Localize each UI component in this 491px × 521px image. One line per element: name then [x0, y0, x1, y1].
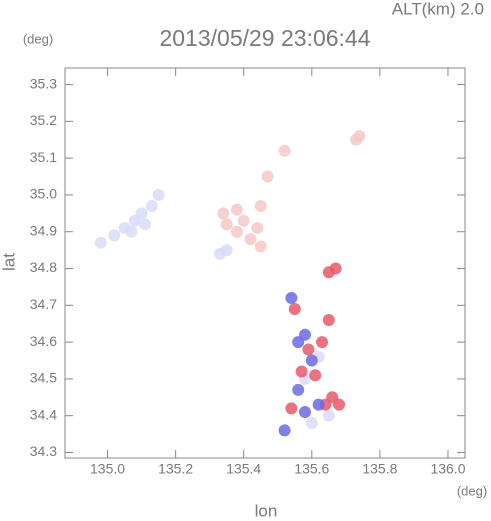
x-tick-label: 135.8: [362, 461, 397, 477]
radar-echo: [217, 207, 230, 220]
radar-echo: [278, 144, 291, 157]
radar-echo: [213, 247, 226, 260]
radar-echo: [237, 214, 250, 227]
radar-echo: [230, 225, 243, 238]
y-tick-label: 34.9: [30, 222, 57, 238]
radar-echo: [125, 225, 138, 238]
radar-echo: [244, 233, 257, 246]
radar-echo: [285, 402, 298, 415]
radar-echo: [305, 354, 318, 367]
altitude-label: ALT(km) 2.0: [392, 0, 484, 18]
y-tick-label: 35.0: [30, 186, 57, 202]
radar-echo: [135, 207, 148, 220]
x-unit: (deg): [457, 483, 487, 498]
radar-echo: [285, 291, 298, 304]
y-tick-label: 34.7: [30, 296, 57, 312]
radar-echo: [108, 229, 121, 242]
chart-title: 2013/05/29 23:06:44: [159, 25, 370, 51]
y-tick-label: 34.8: [30, 259, 57, 275]
radar-echo: [309, 369, 322, 382]
radar-echo: [329, 262, 342, 275]
radar-echo: [251, 222, 264, 235]
radar-echo: [312, 398, 325, 411]
x-tick-label: 135.6: [294, 461, 329, 477]
y-tick-label: 34.4: [30, 406, 57, 422]
radar-echo: [353, 130, 366, 143]
x-tick-label: 135.0: [90, 461, 125, 477]
radar-echo: [305, 417, 318, 430]
radar-echo: [139, 218, 151, 231]
x-tick-label: 135.4: [226, 461, 261, 477]
radar-echo: [333, 398, 346, 411]
y-tick-label: 35.3: [30, 75, 57, 91]
radar-echo: [299, 328, 311, 341]
radar-echo: [292, 383, 305, 396]
radar-echo: [254, 240, 267, 253]
x-axis-label: lon: [255, 501, 278, 520]
radar-echo: [322, 314, 335, 327]
x-tick-label: 135.2: [158, 461, 193, 477]
radar-echo: [94, 236, 107, 249]
radar-echo: [261, 170, 274, 183]
radar-echo: [302, 343, 315, 356]
y-unit: (deg): [23, 31, 53, 46]
radar-echo: [254, 199, 267, 212]
plot-frame: [64, 67, 466, 459]
radar-echo: [299, 406, 311, 419]
y-tick-label: 35.1: [30, 149, 57, 165]
radar-echo: [288, 302, 301, 315]
y-tick-label: 34.5: [30, 370, 57, 386]
radar-echo: [295, 365, 308, 378]
x-tick-label: 136.0: [430, 461, 465, 477]
radar-echo: [316, 336, 329, 349]
radar-echo: [322, 409, 335, 422]
radar-echo: [152, 188, 165, 201]
radar-echo: [220, 218, 233, 231]
radar-echo: [145, 199, 158, 212]
y-tick-label: 34.3: [30, 443, 57, 459]
y-axis-label: lat: [0, 253, 18, 271]
radar-echo: [230, 203, 243, 216]
radar-echo: [278, 424, 291, 437]
y-tick-label: 35.2: [30, 112, 57, 128]
y-tick-label: 34.6: [30, 333, 57, 349]
